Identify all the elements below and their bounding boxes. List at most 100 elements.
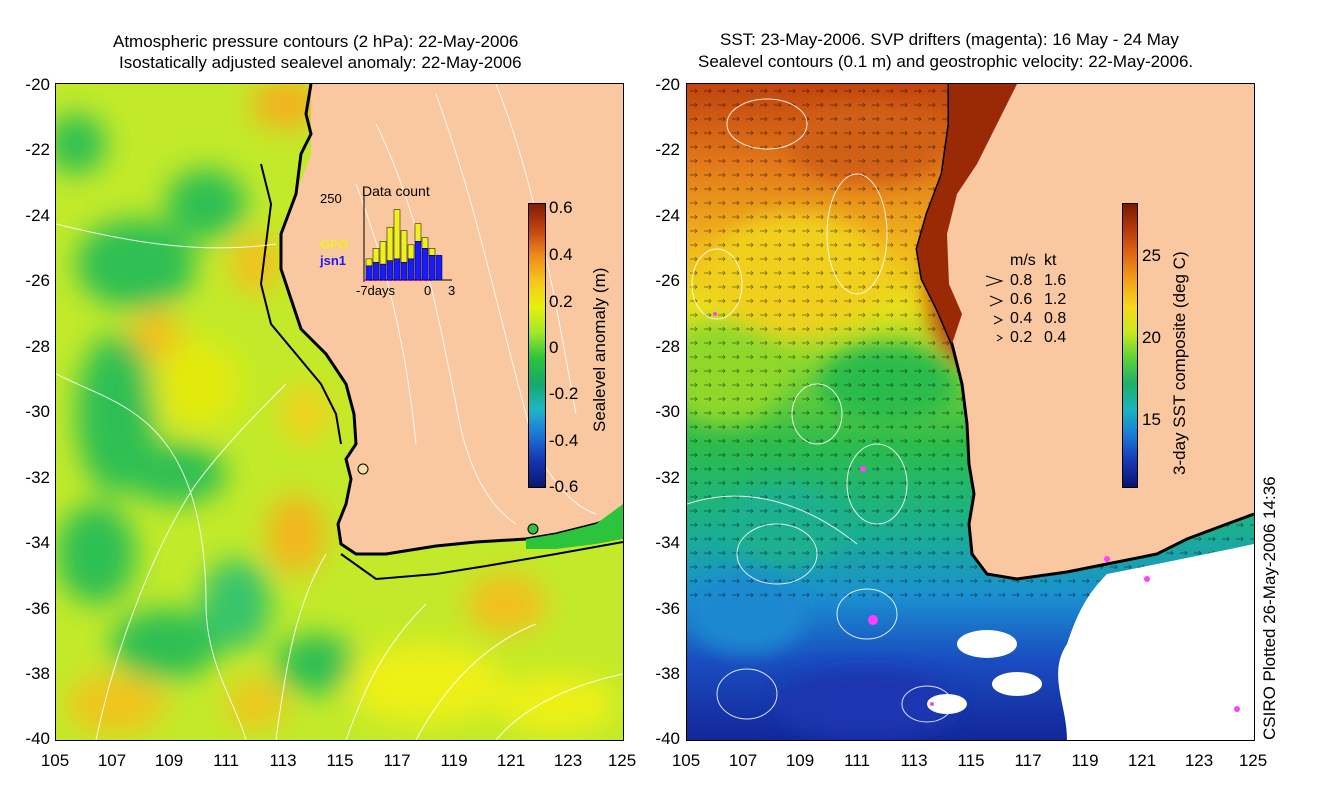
right-x-tick: 111 — [844, 751, 870, 770]
left-y-tick: -32 — [25, 468, 50, 487]
left-y-tick: -28 — [25, 337, 50, 356]
inset-title: Data count — [362, 183, 430, 199]
right-map-svg — [687, 84, 1254, 740]
left-x-tick: 105 — [40, 751, 70, 770]
right-colorbar-label: 3-day SST composite (deg C) — [1170, 251, 1189, 475]
left-y-tick: -30 — [25, 402, 50, 421]
velocity-legend-ms: 0.4 — [1010, 310, 1033, 327]
right-cb-tick: 15 — [1142, 410, 1161, 429]
velocity-legend-kt: 1.6 — [1044, 272, 1067, 289]
velocity-legend-ms: 0.2 — [1010, 329, 1033, 346]
inset-bar-gfo — [421, 237, 429, 249]
left-x-tick: 113 — [269, 751, 297, 770]
right-x-tick: 115 — [957, 751, 985, 770]
left-x-tick: 125 — [607, 751, 637, 770]
right-y-tick: -26 — [655, 271, 680, 290]
inset-bar-jsn — [421, 248, 429, 281]
right-title-line1: SST: 23-May-2006. SVP drifters (magenta)… — [720, 30, 1179, 49]
right-x-tick: 105 — [671, 751, 701, 770]
right-y-tick: -40 — [655, 729, 680, 748]
left-y-tick: -24 — [25, 206, 50, 225]
left-title-line2: Isostatically adjusted sealevel anomaly:… — [119, 53, 522, 72]
left-colorbar — [528, 203, 546, 488]
left-x-tick: 119 — [440, 751, 468, 770]
inset-bar-jsn — [414, 241, 422, 281]
left-x-tick: 109 — [154, 751, 184, 770]
right-x-tick: 123 — [1184, 751, 1214, 770]
right-y-tick: -32 — [655, 468, 680, 487]
inset-bar-jsn — [379, 263, 387, 281]
right-y-tick: -30 — [655, 402, 680, 421]
inset-bar-jsn — [393, 258, 401, 281]
right-y-tick: -34 — [655, 533, 680, 552]
inset-bar-jsn — [407, 258, 415, 281]
inset-legend-jsn: jsn1 — [320, 253, 347, 268]
velocity-legend-ms-header: m/s — [1010, 252, 1036, 269]
data-count-inset: Data count 250 GFO jsn1 -7days 0 3 — [316, 180, 466, 298]
right-x-tick: 125 — [1238, 751, 1268, 770]
inset-bar-jsn — [386, 260, 394, 281]
velocity-legend-kt: 0.8 — [1044, 310, 1067, 327]
right-svp-drifters — [713, 312, 1240, 712]
left-cb-tick: 0.6 — [549, 198, 573, 217]
velocity-legend-kt-header: kt — [1044, 252, 1057, 269]
left-shelf-contour — [259, 163, 342, 445]
velocity-legend-ms: 0.8 — [1010, 272, 1033, 289]
right-colorbar — [1122, 203, 1138, 488]
inset-bar-gfo — [372, 248, 380, 263]
inset-ymax: 250 — [320, 191, 342, 206]
inset-x-left: -7days — [356, 283, 396, 298]
right-cb-tick: 25 — [1142, 246, 1161, 265]
inset-bar-gfo — [428, 248, 436, 256]
inset-bar-jsn — [365, 265, 373, 281]
left-pressure-contours — [56, 84, 623, 740]
left-x-tick: 121 — [496, 751, 526, 770]
left-y-tick: -22 — [25, 140, 50, 159]
inset-bar-jsn — [428, 255, 436, 281]
velocity-legend-kt: 0.4 — [1044, 329, 1067, 346]
left-cb-tick: -0.6 — [549, 477, 579, 496]
left-x-tick: 107 — [97, 751, 127, 770]
velocity-legend-ms: 0.6 — [1010, 291, 1033, 308]
velocity-legend-arrows — [985, 275, 1004, 342]
plotted-footer: CSIRO Plotted 26-May-2006 14:36 — [1260, 476, 1279, 740]
inset-bar-gfo — [414, 223, 422, 242]
left-coastline — [279, 84, 623, 556]
left-cb-tick: 0.4 — [549, 245, 573, 264]
right-x-tick: 121 — [1127, 751, 1157, 770]
right-x-tick: 117 — [1014, 751, 1042, 770]
right-map — [686, 83, 1255, 741]
right-cb-tick: 20 — [1142, 328, 1161, 347]
inset-x-mid: 0 — [424, 283, 432, 298]
left-y-tick: -40 — [25, 729, 50, 748]
inset-legend-gfo: GFO — [320, 237, 349, 252]
inset-bars — [363, 190, 452, 282]
left-y-tick: -20 — [25, 75, 50, 94]
left-y-tick: -34 — [25, 533, 50, 552]
inset-x-right: 3 — [448, 283, 456, 298]
velocity-legend: m/s kt 0.8 1.6 0.6 1.2 0.4 0.8 0.2 0.4 — [978, 252, 1088, 352]
right-y-tick: -24 — [655, 206, 680, 225]
inset-bar-gfo — [386, 226, 394, 261]
right-y-tick: -28 — [655, 337, 680, 356]
right-title-line2: Sealevel contours (0.1 m) and geostrophi… — [698, 52, 1194, 71]
left-cb-tick: -0.2 — [549, 384, 579, 403]
inset-bar-gfo — [379, 241, 387, 265]
left-cb-tick: 0 — [549, 338, 559, 357]
left-y-tick: -36 — [25, 599, 50, 618]
velocity-legend-kt: 1.2 — [1044, 291, 1067, 308]
left-colorbar-label: Sealevel anomaly (m) — [590, 267, 609, 432]
right-x-tick: 113 — [900, 751, 928, 770]
left-x-tick: 117 — [383, 751, 411, 770]
inset-bar-jsn — [435, 255, 443, 281]
inset-bar-gfo — [393, 209, 401, 260]
right-sealevel-contours — [687, 98, 1254, 723]
right-y-tick: -20 — [655, 75, 680, 94]
right-x-tick: 119 — [1071, 751, 1099, 770]
inset-bar-gfo — [407, 244, 415, 260]
left-y-tick: -38 — [25, 664, 50, 683]
left-x-tick: 115 — [326, 751, 354, 770]
left-cb-tick: -0.4 — [549, 431, 579, 450]
left-cb-tick: 0.2 — [549, 292, 573, 311]
inset-bar-gfo — [400, 230, 408, 263]
